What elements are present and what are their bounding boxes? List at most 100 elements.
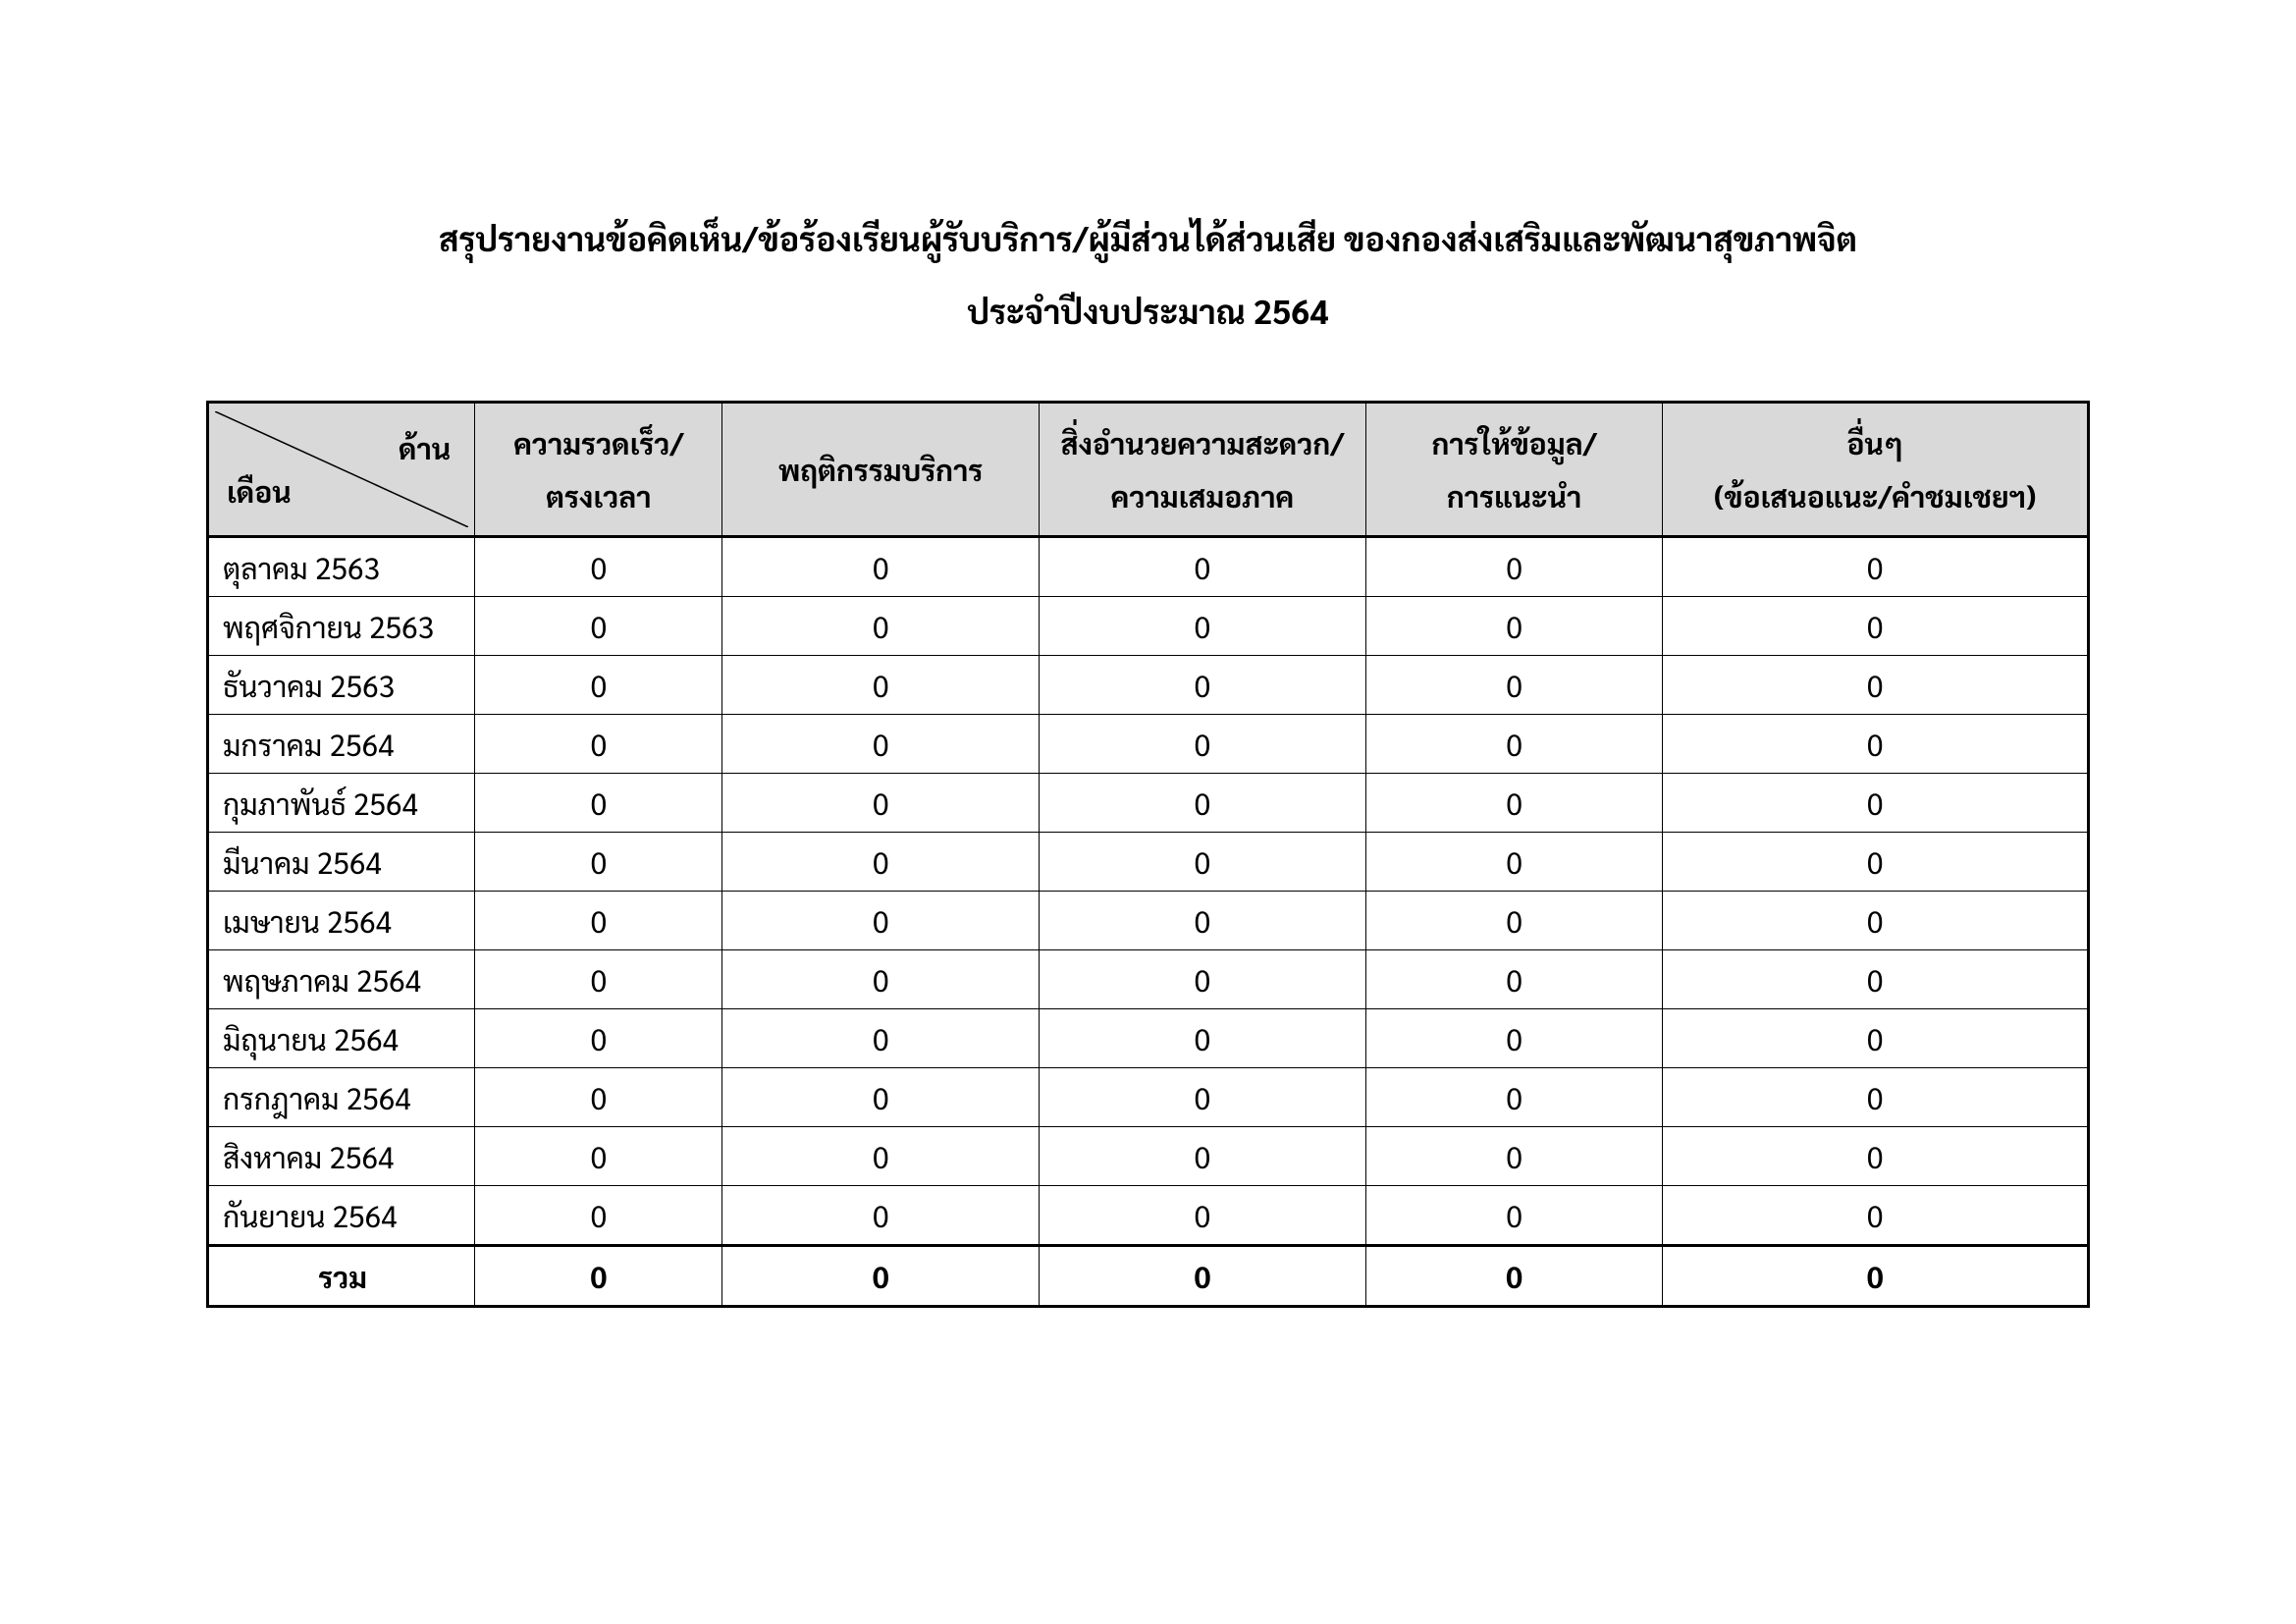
value-cell: 0 [1663, 950, 2089, 1009]
table-row: เมษายน 256400000 [208, 892, 2089, 950]
total-value-cell: 0 [1663, 1246, 2089, 1307]
table-row: กรกฎาคม 256400000 [208, 1068, 2089, 1127]
value-cell: 0 [722, 774, 1040, 833]
month-cell: กรกฎาคม 2564 [208, 1068, 475, 1127]
value-cell: 0 [722, 537, 1040, 597]
header-col-1-line1: ความรวดเร็ว/ [513, 423, 683, 461]
value-cell: 0 [1663, 656, 2089, 715]
header-col-3: สิ่งอำนวยความสะดวก/ ความเสมอภาค [1040, 403, 1366, 537]
total-label-cell: รวม [208, 1246, 475, 1307]
value-cell: 0 [1663, 597, 2089, 656]
value-cell: 0 [1663, 1009, 2089, 1068]
value-cell: 0 [1663, 774, 2089, 833]
table-row: กันยายน 256400000 [208, 1186, 2089, 1246]
table-body: ตุลาคม 256300000พฤศจิกายน 256300000ธันวา… [208, 537, 2089, 1307]
value-cell: 0 [1040, 892, 1366, 950]
header-diag-top: ด้าน [399, 421, 451, 474]
value-cell: 0 [1040, 1127, 1366, 1186]
total-value-cell: 0 [722, 1246, 1040, 1307]
month-cell: ธันวาคม 2563 [208, 656, 475, 715]
table-row: มกราคม 256400000 [208, 715, 2089, 774]
header-col-5-line1: อื่นๆ [1846, 423, 1903, 461]
value-cell: 0 [475, 774, 722, 833]
page-subtitle: ประจำปีงบประมาณ 2564 [206, 289, 2090, 332]
value-cell: 0 [1365, 1068, 1663, 1127]
value-cell: 0 [1663, 833, 2089, 892]
page: สรุปรายงานข้อคิดเห็น/ข้อร้องเรียนผู้รับบ… [0, 0, 2296, 1624]
value-cell: 0 [1365, 833, 1663, 892]
month-cell: เมษายน 2564 [208, 892, 475, 950]
header-col-5-line2: (ข้อเสนอแนะ/คำชมเชยฯ) [1714, 476, 2037, 514]
value-cell: 0 [722, 950, 1040, 1009]
header-col-3-line2: ความเสมอภาค [1111, 476, 1295, 514]
value-cell: 0 [1663, 892, 2089, 950]
value-cell: 0 [722, 1009, 1040, 1068]
month-cell: พฤศจิกายน 2563 [208, 597, 475, 656]
table-row: มีนาคม 256400000 [208, 833, 2089, 892]
value-cell: 0 [475, 833, 722, 892]
total-value-cell: 0 [1040, 1246, 1366, 1307]
table-header-row: ด้าน เดือน ความรวดเร็ว/ ตรงเวลา พฤติกรรม… [208, 403, 2089, 537]
header-col-4-line1: การให้ข้อมูล/ [1431, 423, 1596, 461]
month-cell: มีนาคม 2564 [208, 833, 475, 892]
table-row: กุมภาพันธ์ 256400000 [208, 774, 2089, 833]
month-cell: มิถุนายน 2564 [208, 1009, 475, 1068]
value-cell: 0 [1663, 1186, 2089, 1246]
page-title: สรุปรายงานข้อคิดเห็น/ข้อร้องเรียนผู้รับบ… [206, 216, 2090, 259]
value-cell: 0 [722, 1127, 1040, 1186]
value-cell: 0 [1365, 537, 1663, 597]
month-cell: มกราคม 2564 [208, 715, 475, 774]
value-cell: 0 [1663, 715, 2089, 774]
month-cell: กันยายน 2564 [208, 1186, 475, 1246]
header-diag-cell: ด้าน เดือน [208, 403, 475, 537]
value-cell: 0 [475, 1186, 722, 1246]
value-cell: 0 [1365, 774, 1663, 833]
value-cell: 0 [1040, 833, 1366, 892]
value-cell: 0 [475, 1009, 722, 1068]
month-cell: พฤษภาคม 2564 [208, 950, 475, 1009]
value-cell: 0 [1365, 892, 1663, 950]
value-cell: 0 [1040, 774, 1366, 833]
month-cell: สิงหาคม 2564 [208, 1127, 475, 1186]
header-col-5: อื่นๆ (ข้อเสนอแนะ/คำชมเชยฯ) [1663, 403, 2089, 537]
value-cell: 0 [1040, 656, 1366, 715]
month-cell: กุมภาพันธ์ 2564 [208, 774, 475, 833]
header-col-3-line1: สิ่งอำนวยความสะดวก/ [1061, 423, 1345, 461]
value-cell: 0 [1663, 537, 2089, 597]
value-cell: 0 [1040, 537, 1366, 597]
value-cell: 0 [475, 715, 722, 774]
table-row: พฤศจิกายน 256300000 [208, 597, 2089, 656]
value-cell: 0 [722, 656, 1040, 715]
value-cell: 0 [1365, 715, 1663, 774]
total-value-cell: 0 [475, 1246, 722, 1307]
table-row: มิถุนายน 256400000 [208, 1009, 2089, 1068]
value-cell: 0 [1365, 1186, 1663, 1246]
header-col-1: ความรวดเร็ว/ ตรงเวลา [475, 403, 722, 537]
header-col-1-line2: ตรงเวลา [546, 476, 651, 514]
header-col-2: พฤติกรรมบริการ [722, 403, 1040, 537]
table-row: ธันวาคม 256300000 [208, 656, 2089, 715]
month-cell: ตุลาคม 2563 [208, 537, 475, 597]
value-cell: 0 [722, 597, 1040, 656]
value-cell: 0 [1365, 597, 1663, 656]
value-cell: 0 [1040, 597, 1366, 656]
value-cell: 0 [722, 715, 1040, 774]
total-value-cell: 0 [1365, 1246, 1663, 1307]
report-table: ด้าน เดือน ความรวดเร็ว/ ตรงเวลา พฤติกรรม… [206, 401, 2090, 1308]
header-diag-bottom: เดือน [227, 464, 292, 517]
table-row: พฤษภาคม 256400000 [208, 950, 2089, 1009]
header-col-4: การให้ข้อมูล/ การแนะนำ [1365, 403, 1663, 537]
table-row: ตุลาคม 256300000 [208, 537, 2089, 597]
table-total-row: รวม00000 [208, 1246, 2089, 1307]
value-cell: 0 [475, 1127, 722, 1186]
value-cell: 0 [1040, 1009, 1366, 1068]
value-cell: 0 [1365, 1127, 1663, 1186]
value-cell: 0 [475, 597, 722, 656]
table-row: สิงหาคม 256400000 [208, 1127, 2089, 1186]
value-cell: 0 [475, 950, 722, 1009]
value-cell: 0 [1040, 1068, 1366, 1127]
value-cell: 0 [722, 833, 1040, 892]
header-col-2-line1: พฤติกรรมบริการ [778, 450, 983, 488]
value-cell: 0 [1040, 950, 1366, 1009]
value-cell: 0 [475, 1068, 722, 1127]
